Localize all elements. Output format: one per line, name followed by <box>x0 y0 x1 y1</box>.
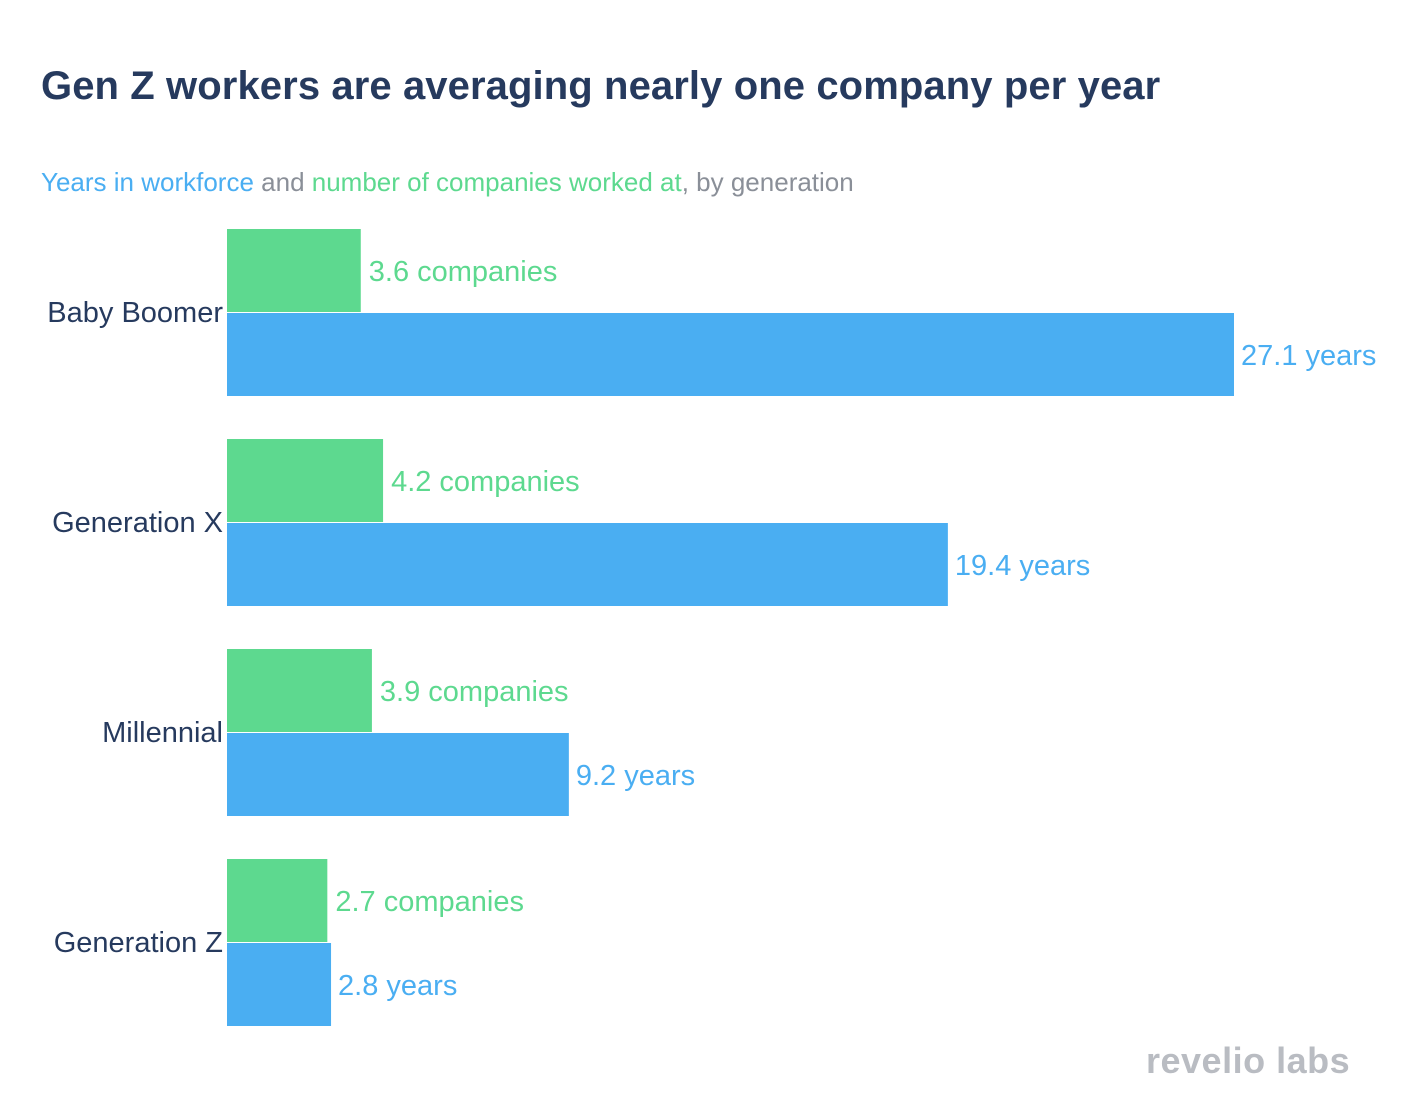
years-bar-generation-z <box>227 943 332 1026</box>
category-label-millennial: Millennial <box>102 717 223 749</box>
category-label-generation-z: Generation Z <box>54 927 223 959</box>
years-label-generation-z: 2.8 years <box>338 970 457 1002</box>
years-label-millennial: 9.2 years <box>576 760 695 792</box>
companies-label-baby-boomer: 3.6 companies <box>369 256 558 288</box>
companies-bar-baby-boomer <box>227 229 361 312</box>
companies-label-generation-x: 4.2 companies <box>391 466 580 498</box>
companies-bar-generation-x <box>227 439 384 522</box>
companies-bar-millennial <box>227 649 372 732</box>
subtitle-companies-label: number of companies worked at <box>311 167 682 197</box>
years-label-generation-x: 19.4 years <box>955 550 1090 582</box>
revelio-labs-logo: revelio labs <box>1146 1040 1351 1081</box>
category-label-generation-x: Generation X <box>52 507 223 539</box>
years-bar-baby-boomer <box>227 313 1234 396</box>
subtitle-and: and <box>253 167 312 197</box>
companies-bar-generation-z <box>227 859 328 942</box>
chart-title: Gen Z workers are averaging nearly one c… <box>41 64 1161 108</box>
subtitle-years-label: Years in workforce <box>41 167 254 197</box>
years-bar-generation-x <box>227 523 948 606</box>
category-label-baby-boomer: Baby Boomer <box>47 297 223 329</box>
chart-subtitle: Years in workforce and number of compani… <box>41 167 854 198</box>
years-label-baby-boomer: 27.1 years <box>1241 340 1376 372</box>
years-bar-millennial <box>227 733 569 816</box>
companies-label-millennial: 3.9 companies <box>380 676 569 708</box>
subtitle-by-generation: , by generation <box>681 167 854 197</box>
companies-label-generation-z: 2.7 companies <box>335 886 524 918</box>
